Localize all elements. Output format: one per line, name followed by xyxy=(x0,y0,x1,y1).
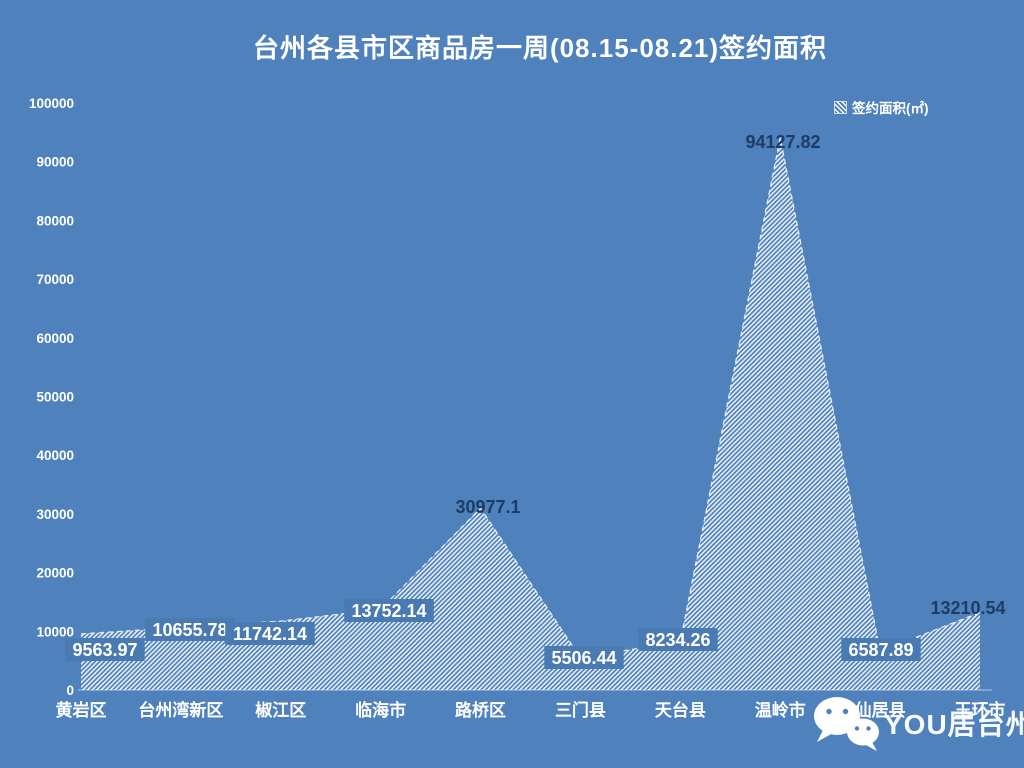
wechat-icon xyxy=(814,697,879,751)
x-category-label: 三门县 xyxy=(555,700,606,720)
data-label: 11742.14 xyxy=(233,624,307,644)
data-label-box xyxy=(65,638,145,661)
x-category-label: 路桥区 xyxy=(455,700,506,720)
data-label: 94127.82 xyxy=(745,132,820,152)
data-label-box xyxy=(225,622,315,645)
legend-label: 签约面积(㎡) xyxy=(852,101,929,116)
y-tick-label: 20000 xyxy=(36,566,74,581)
data-label: 8234.26 xyxy=(645,630,710,650)
x-category-label: 玉环市 xyxy=(955,700,1006,720)
y-tick-label: 90000 xyxy=(36,155,74,170)
x-category-label: 仙居县 xyxy=(855,700,906,720)
data-label: 5506.44 xyxy=(551,648,616,668)
area-series xyxy=(81,137,980,690)
y-tick-label: 10000 xyxy=(36,624,74,639)
data-label: 6587.89 xyxy=(848,640,913,660)
data-label-box xyxy=(344,599,434,622)
x-category-label: 温岭市 xyxy=(755,700,806,720)
x-category-label: 黄岩区 xyxy=(56,700,107,720)
x-category-label: 临海市 xyxy=(355,700,406,720)
y-tick-label: 0 xyxy=(66,683,74,698)
legend-hatch-marker-icon xyxy=(834,100,847,114)
data-label: 13210.54 xyxy=(930,598,1005,618)
area-series-outline xyxy=(80,137,981,659)
data-label-box xyxy=(841,638,921,661)
chart-title: 台州各县市区商品房一周(08.15-08.21)签约面积 xyxy=(252,33,828,63)
watermark-text: YOU居台州 xyxy=(884,709,1024,740)
data-label: 9563.97 xyxy=(72,640,137,660)
data-label-box xyxy=(638,628,718,651)
data-label-box xyxy=(544,646,624,669)
y-tick-label: 70000 xyxy=(36,272,74,287)
y-tick-label: 60000 xyxy=(36,331,74,346)
y-tick-label: 40000 xyxy=(36,448,74,463)
x-category-label: 天台县 xyxy=(655,700,706,720)
x-category-label: 台州湾新区 xyxy=(138,700,223,720)
y-tick-label: 80000 xyxy=(36,213,74,228)
legend: 签约面积(㎡) xyxy=(834,97,929,117)
data-label-box xyxy=(145,618,235,641)
data-label: 30977.1 xyxy=(455,497,520,517)
watermark: YOU居台州 xyxy=(806,692,1024,754)
y-tick-label: 50000 xyxy=(36,390,74,405)
data-label: 13752.14 xyxy=(351,601,426,621)
data-label: 10655.78 xyxy=(152,620,227,640)
y-tick-label: 30000 xyxy=(36,507,74,522)
y-tick-label: 100000 xyxy=(29,96,74,111)
x-category-label: 椒江区 xyxy=(255,700,306,720)
